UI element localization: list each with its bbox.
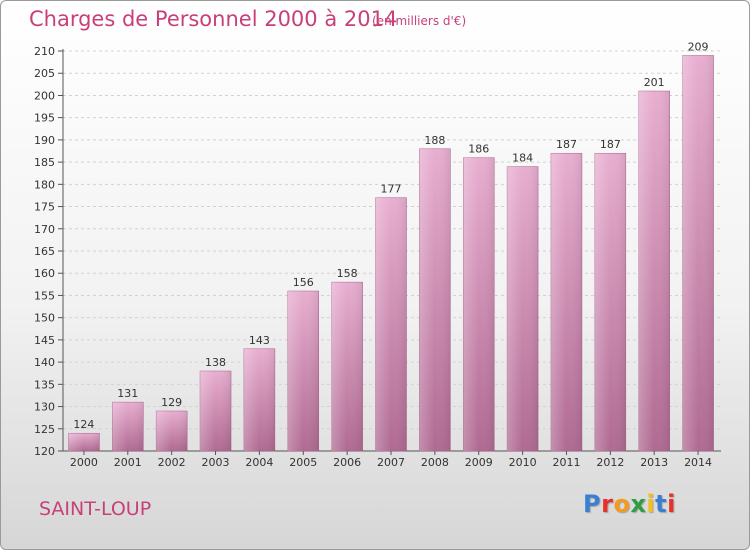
x-tick-label: 2005 xyxy=(289,456,317,469)
y-tick-label: 200 xyxy=(34,89,55,102)
bar-shine-2001 xyxy=(112,402,144,451)
data-label-2008: 188 xyxy=(424,134,445,147)
y-tick-label: 160 xyxy=(34,267,55,280)
y-tick-label: 180 xyxy=(34,178,55,191)
x-tick-label: 2008 xyxy=(421,456,449,469)
logo-letter: P xyxy=(583,490,602,518)
x-tick-label: 2001 xyxy=(114,456,142,469)
y-tick-label: 205 xyxy=(34,67,55,80)
data-label-2004: 143 xyxy=(249,334,270,347)
data-label-2002: 129 xyxy=(161,396,182,409)
logo-letter: x xyxy=(630,490,647,518)
logo-letter: i xyxy=(667,490,676,518)
x-tick-label: 2002 xyxy=(158,456,186,469)
bar-shine-2002 xyxy=(156,411,188,451)
bar-shine-2013 xyxy=(638,91,670,451)
y-tick-label: 190 xyxy=(34,134,55,147)
chart-subtitle: (en milliers d'€) xyxy=(372,14,467,28)
bar-shine-2004 xyxy=(243,348,275,451)
y-tick-label: 195 xyxy=(34,112,55,125)
logo-letter: o xyxy=(613,490,631,518)
bars xyxy=(68,55,714,452)
bar-shine-2003 xyxy=(200,371,232,451)
x-tick-labels: 2000 2001 2002 2003 2004 2005 2006 2007 2008 2009… xyxy=(70,451,712,469)
bar-shine-2011 xyxy=(550,153,582,451)
x-tick-label: 2009 xyxy=(465,456,493,469)
x-tick-label: 2004 xyxy=(245,456,273,469)
data-label-2006: 158 xyxy=(337,267,358,280)
x-tick-label: 2013 xyxy=(640,456,668,469)
place-name: SAINT-LOUP xyxy=(39,498,152,520)
x-tick-label: 2010 xyxy=(509,456,537,469)
x-tick-label: 2011 xyxy=(552,456,580,469)
y-tick-label: 145 xyxy=(34,334,55,347)
y-tick-labels: 120 125 130 135 140 145 150 155 160 165 170 175 180 1… xyxy=(34,45,55,458)
bar-shine-2000 xyxy=(68,433,100,451)
y-tick-label: 120 xyxy=(34,445,55,458)
bar-shine-2007 xyxy=(375,197,407,451)
logo-letter: r xyxy=(601,490,614,518)
data-label-2013: 201 xyxy=(644,76,665,89)
logo-letter: i xyxy=(646,490,656,518)
y-tick-label: 135 xyxy=(34,378,55,391)
y-tick-label: 210 xyxy=(34,45,55,58)
bar-shine-2010 xyxy=(507,166,539,452)
data-label-2014: 209 xyxy=(688,40,709,53)
chart-title: Charges de Personnel 2000 à 2014 xyxy=(29,7,398,31)
bar-shine-2006 xyxy=(331,282,363,451)
x-tick-label: 2007 xyxy=(377,456,405,469)
data-label-2001: 131 xyxy=(117,387,138,400)
bar-shine-2014 xyxy=(682,55,714,451)
data-label-2000: 124 xyxy=(73,418,94,431)
y-tick-label: 155 xyxy=(34,289,55,302)
y-tick-label: 150 xyxy=(34,312,55,325)
data-label-2005: 156 xyxy=(293,276,314,289)
x-tick-label: 2014 xyxy=(684,456,712,469)
logo-letter: t xyxy=(655,490,668,518)
data-label-2009: 186 xyxy=(468,143,489,156)
x-tick-label: 2012 xyxy=(596,456,624,469)
y-tick-label: 170 xyxy=(34,223,55,236)
proxiti-logo[interactable]: Proxiti xyxy=(583,490,676,518)
x-tick-label: 2003 xyxy=(202,456,230,469)
y-tick-label: 130 xyxy=(34,401,55,414)
bar-shine-2009 xyxy=(463,157,495,451)
data-label-2011: 187 xyxy=(556,138,577,151)
y-tick-label: 140 xyxy=(34,356,55,369)
bar-shine-2012 xyxy=(594,153,626,451)
data-label-2010: 184 xyxy=(512,152,533,165)
x-tick-label: 2006 xyxy=(333,456,361,469)
y-tick-label: 125 xyxy=(34,423,55,436)
y-tick-label: 185 xyxy=(34,156,55,169)
data-label-2007: 177 xyxy=(381,183,402,196)
data-label-2012: 187 xyxy=(600,138,621,151)
bar-shine-2005 xyxy=(287,291,319,451)
y-tick-label: 165 xyxy=(34,245,55,258)
data-labels: 124 131 129 138 143 156 158 177 188 186 184 187 187 2… xyxy=(73,40,708,431)
bar-shine-2008 xyxy=(419,148,451,451)
y-tick-label: 175 xyxy=(34,201,55,214)
data-label-2003: 138 xyxy=(205,356,226,369)
x-tick-label: 2000 xyxy=(70,456,98,469)
